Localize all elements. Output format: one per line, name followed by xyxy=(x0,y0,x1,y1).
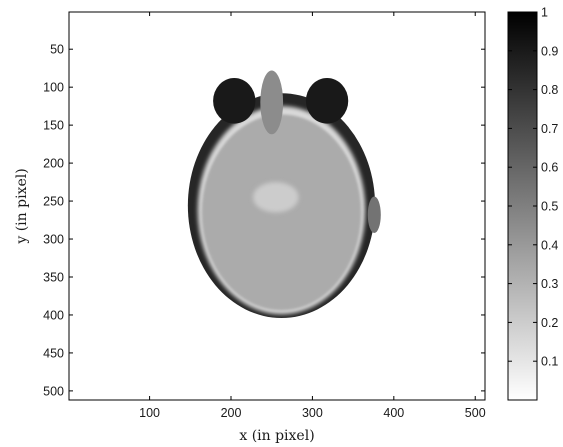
region-brain-tissue xyxy=(201,114,362,311)
colorbar: 0.1 0.2 0.3 0.4 0.5 0.6 0.7 0.8 0.9 1 xyxy=(507,6,558,401)
region-ear-right xyxy=(367,196,381,233)
colorbar-tick-label: 0.6 xyxy=(541,161,558,175)
y-tick-label: 500 xyxy=(43,384,64,398)
mri-image xyxy=(187,70,381,318)
y-tick-label: 300 xyxy=(43,233,64,247)
colorbar-tick-label: 0.3 xyxy=(541,277,558,291)
x-axis-ticks: 100 200 300 400 500 xyxy=(139,12,486,420)
colorbar-tick-label: 0.5 xyxy=(541,200,558,214)
region-midbrain xyxy=(252,182,299,213)
colorbar-ticks: 0.1 0.2 0.3 0.4 0.5 0.6 0.7 0.8 0.9 1 xyxy=(508,6,558,369)
x-tick-label: 400 xyxy=(383,406,404,420)
colorbar-tick-label: 0.7 xyxy=(541,122,558,136)
colorbar-tick-label: 0.4 xyxy=(541,238,558,252)
colorbar-tick-label: 0.8 xyxy=(541,83,558,97)
image-axes: 100 200 300 400 500 50 100 150 200 250 300 350 400 4… xyxy=(14,11,486,444)
region-right-eye xyxy=(305,78,349,124)
colorbar-tick-label: 0.2 xyxy=(541,316,558,330)
colorbar-tick-label: 0.1 xyxy=(541,355,558,369)
region-left-eye xyxy=(213,78,256,124)
y-tick-label: 50 xyxy=(50,43,64,57)
plot-frame xyxy=(68,11,486,401)
colorbar-tick-label: 1 xyxy=(541,6,548,20)
x-tick-label: 500 xyxy=(465,406,486,420)
y-tick-label: 350 xyxy=(43,270,64,284)
y-axis-label: y (in pixel) xyxy=(14,168,30,244)
x-tick-label: 200 xyxy=(221,406,242,420)
y-tick-label: 100 xyxy=(43,81,64,95)
y-tick-label: 150 xyxy=(43,119,64,133)
colorbar-tick-label: 0.9 xyxy=(541,44,558,58)
y-axis-ticks: 50 100 150 200 250 300 350 400 450 500 xyxy=(43,43,485,398)
x-tick-label: 300 xyxy=(302,406,323,420)
y-tick-label: 400 xyxy=(43,308,64,322)
x-tick-label: 100 xyxy=(139,406,160,420)
region-nose xyxy=(260,70,284,135)
x-axis-label: x (in pixel) xyxy=(239,428,314,444)
y-tick-label: 250 xyxy=(43,195,64,209)
y-tick-label: 450 xyxy=(43,346,64,360)
colorbar-gradient xyxy=(507,11,538,401)
y-tick-label: 200 xyxy=(43,157,64,171)
